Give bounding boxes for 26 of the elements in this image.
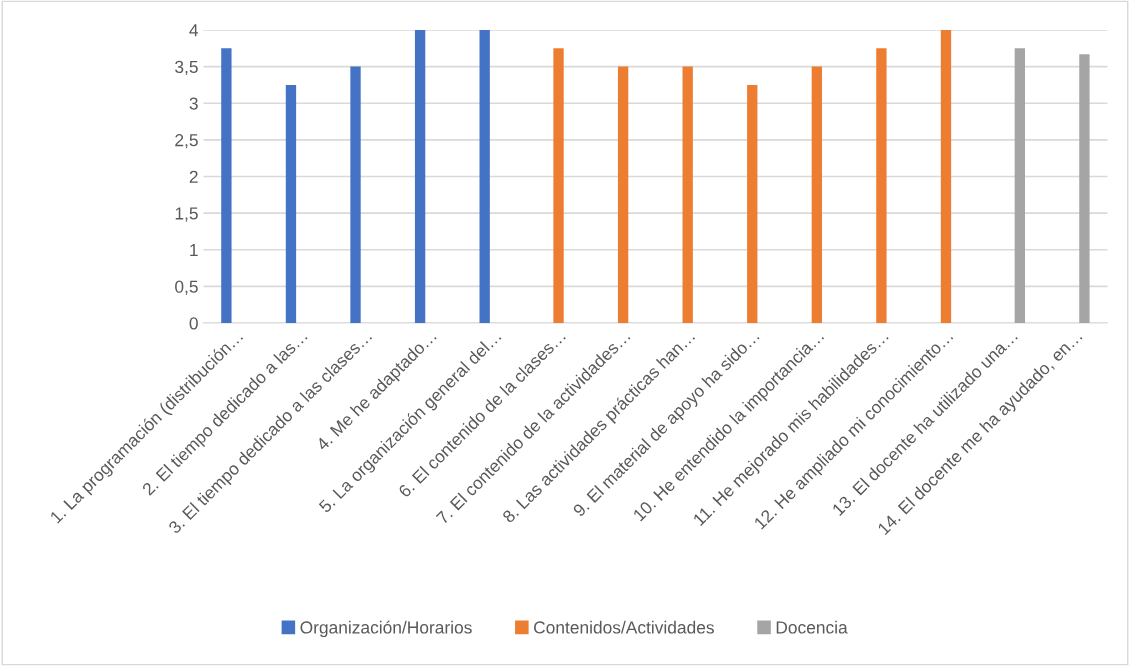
legend-label: Organización/Horarios bbox=[300, 620, 472, 638]
bar bbox=[1014, 48, 1026, 324]
y-tick-label: 3 bbox=[189, 97, 198, 110]
bar bbox=[876, 48, 887, 324]
bar bbox=[617, 66, 629, 324]
legend-label: Contenidos/Actividades bbox=[534, 620, 714, 634]
y-tick-label: 0 bbox=[189, 317, 198, 330]
bar bbox=[479, 29, 490, 324]
bar bbox=[350, 66, 361, 324]
bar bbox=[940, 29, 952, 324]
bar bbox=[285, 84, 297, 324]
legend-label: Docencia bbox=[776, 620, 848, 634]
y-tick-label: 3,5 bbox=[175, 60, 198, 76]
bar bbox=[682, 66, 693, 324]
bar bbox=[221, 48, 232, 324]
bar bbox=[414, 29, 426, 324]
y-tick-label: 0,5 bbox=[175, 280, 198, 295]
y-tick-label: 1 bbox=[190, 244, 198, 257]
y-tick-label: 2,5 bbox=[175, 134, 198, 149]
y-tick-label: 1,5 bbox=[175, 207, 198, 222]
bar bbox=[811, 66, 822, 324]
bar bbox=[1079, 54, 1090, 324]
bar bbox=[747, 84, 758, 324]
y-tick-label: 4 bbox=[189, 24, 199, 37]
y-tick-label: 2 bbox=[189, 170, 198, 183]
bar bbox=[553, 48, 564, 324]
